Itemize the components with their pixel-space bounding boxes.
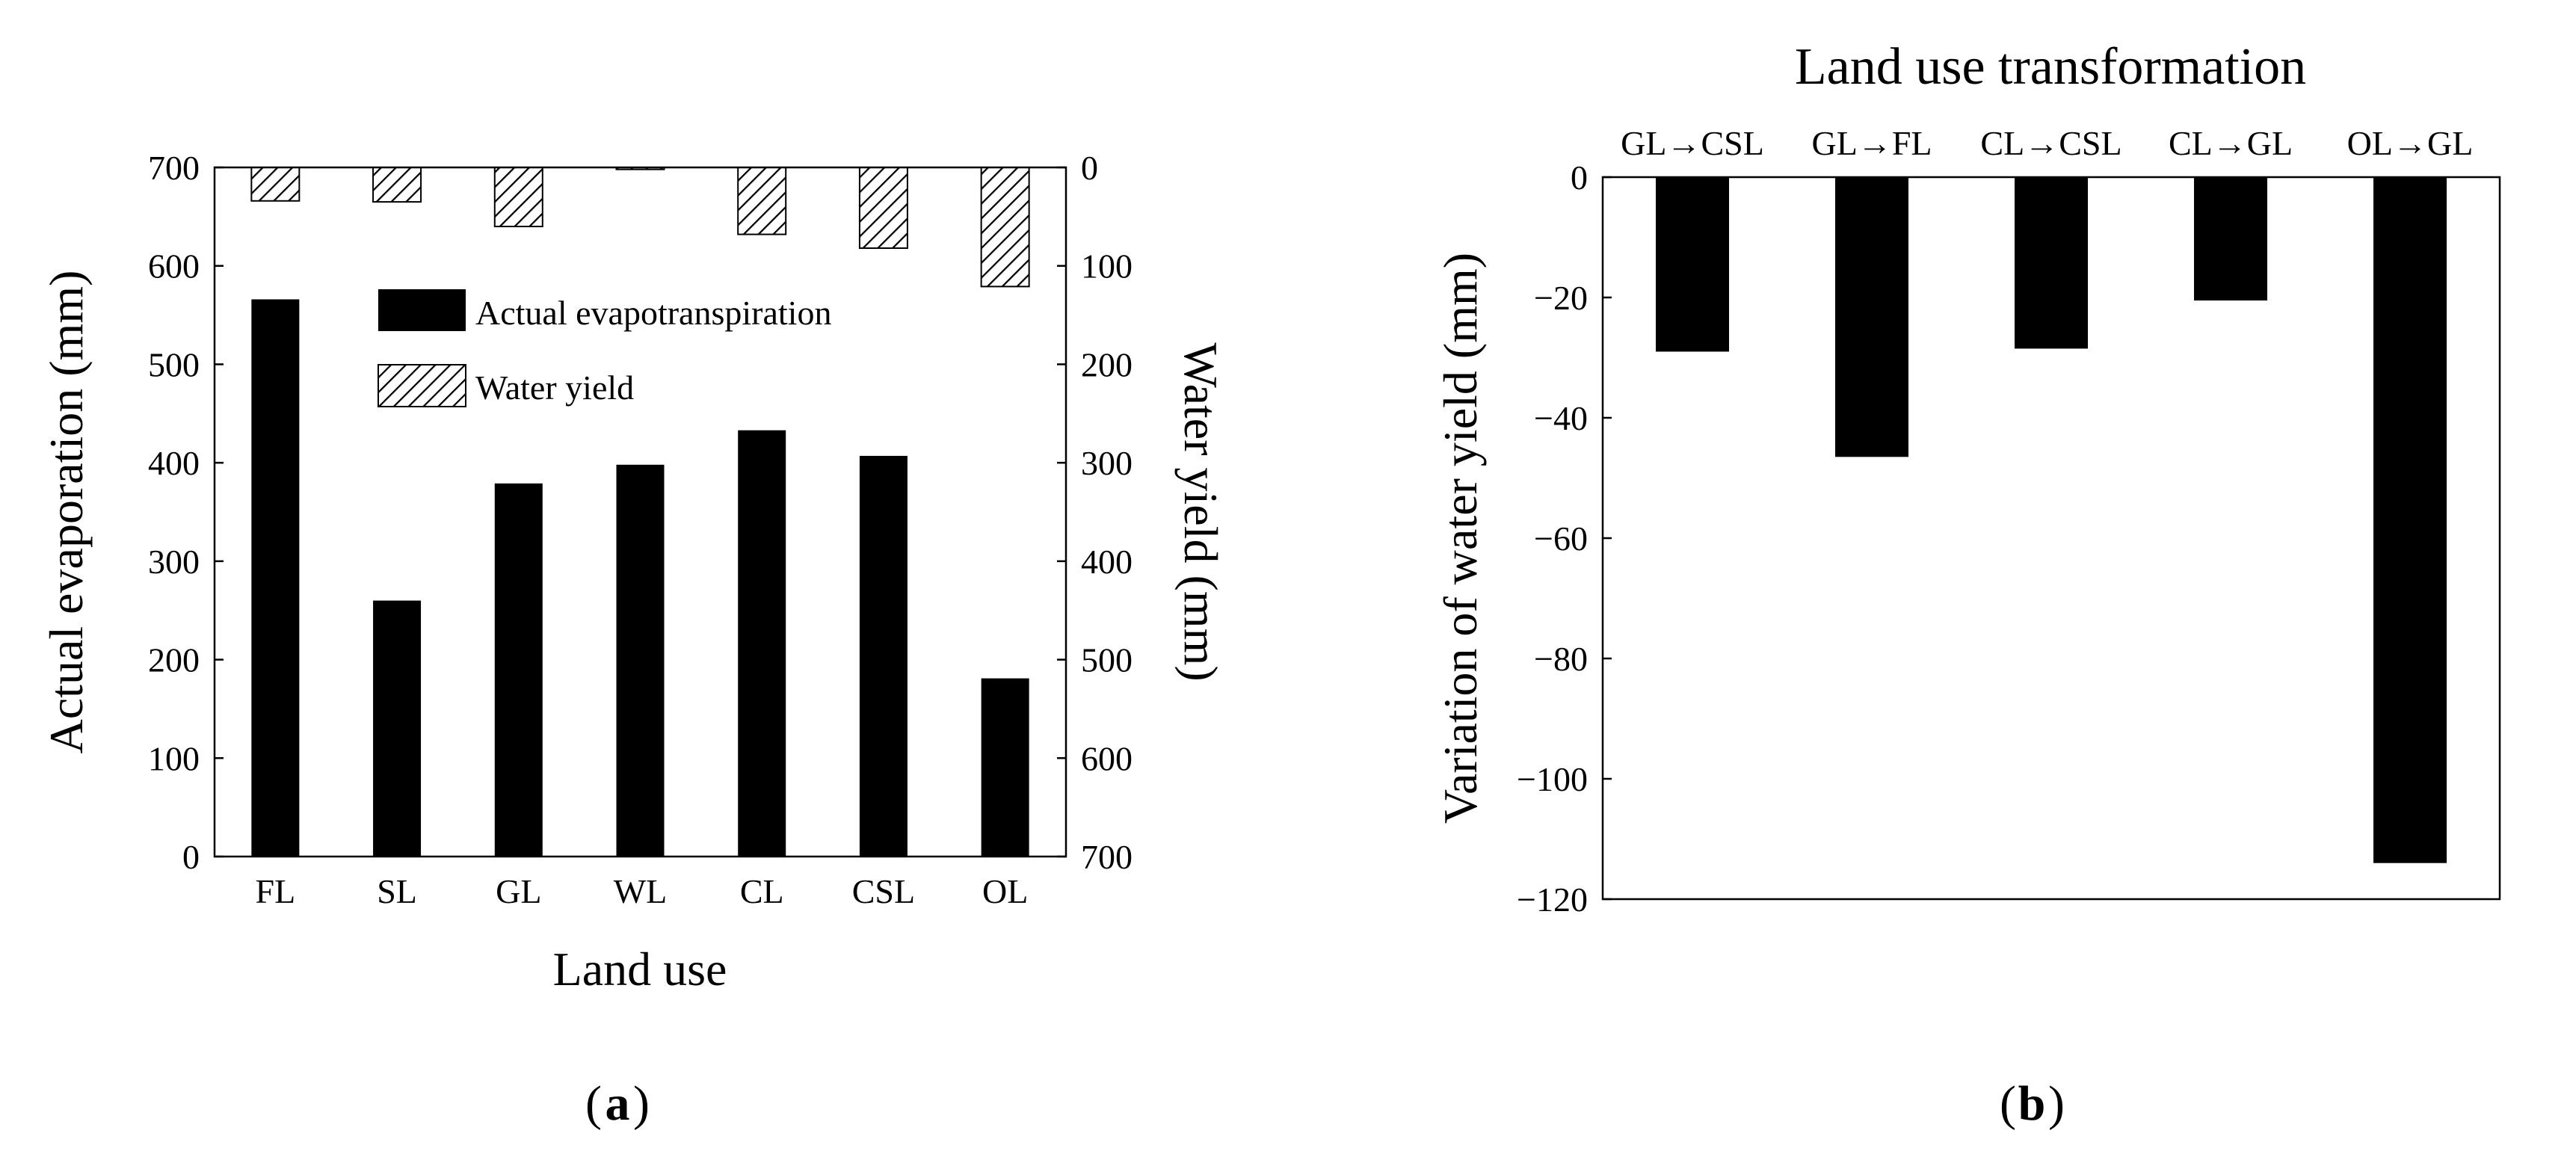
y-tick-label: −40 [1534, 399, 1588, 437]
bar-et-ol [981, 678, 1029, 857]
panel-b-caption-close: ) [2048, 1076, 2065, 1131]
y-right-tick-label: 0 [1081, 149, 1098, 187]
y-right-tick-label: 400 [1081, 543, 1133, 581]
panel-a-caption-close: ) [633, 1076, 650, 1131]
panel-a-bars-et [251, 299, 1029, 857]
bar-wy-ol [980, 167, 1030, 288]
bar-et-gl [494, 483, 543, 857]
y-left-tick-label: 500 [148, 345, 200, 383]
panel-a-x-ticks: FL SL GL WL CL CSL OL [256, 848, 1028, 910]
panel-b: Land use transformation 0 −20 −40 −60 −80 −10… [1434, 38, 2501, 1131]
panel-a-ylabel-left: Actual evaporation (mm) [40, 271, 93, 754]
x-tick-label: GL→CSL [1621, 124, 1764, 162]
x-tick-label: SL [377, 872, 417, 910]
legend-label-wy: Water yield [475, 368, 634, 407]
panel-b-x-ticks: GL→CSL GL→FL CL→CSL CL→GL OL→GL [1621, 124, 2473, 162]
panel-b-caption-letter: b [2018, 1076, 2046, 1131]
bar-wy-cl [737, 167, 787, 235]
y-right-tick-label: 200 [1081, 345, 1133, 383]
y-tick-label: −60 [1534, 519, 1588, 558]
bar-cl-to-csl [2015, 177, 2088, 349]
legend-label-et: Actual evapotranspiration [475, 294, 831, 332]
y-left-tick-label: 700 [148, 149, 200, 187]
panel-a-xlabel: Land use [553, 942, 727, 996]
bar-cl-to-gl [2194, 177, 2267, 301]
panel-a-legend: Actual evapotranspiration Water yield [378, 289, 831, 407]
y-left-tick-label: 300 [148, 543, 200, 581]
panel-b-title: Land use transformation [1795, 38, 2306, 96]
y-tick-label: −20 [1534, 279, 1588, 317]
panel-a-left-ticks: 0 100 200 300 400 500 600 700 [148, 149, 224, 876]
legend-swatch-et [378, 289, 466, 331]
legend-swatch-wy [378, 364, 466, 407]
x-tick-label: WL [614, 872, 668, 910]
panel-b-caption: ( b ) [2000, 1076, 2065, 1131]
panel-b-caption-open: ( [2000, 1076, 2016, 1131]
panel-a-ylabel-right: Water yield (mm) [1174, 342, 1227, 681]
bar-wy-csl [858, 167, 908, 250]
y-tick-label: −80 [1534, 640, 1588, 678]
y-right-tick-label: 700 [1081, 838, 1133, 876]
y-right-tick-label: 100 [1081, 247, 1133, 286]
bar-wy-sl [372, 167, 422, 203]
panel-a-caption-open: ( [585, 1076, 602, 1131]
panel-a: 0 100 200 300 400 500 600 700 0 100 200 300 400 500 6… [40, 149, 1227, 1131]
bar-wy-fl [250, 167, 301, 202]
panel-b-bars [1656, 177, 2447, 863]
bar-gl-to-fl [1835, 177, 1908, 457]
y-right-tick-label: 600 [1081, 739, 1133, 777]
y-left-tick-label: 200 [148, 641, 200, 679]
bar-gl-to-csl [1656, 177, 1729, 352]
x-tick-label: GL→FL [1812, 124, 1932, 162]
bar-et-sl [373, 600, 422, 857]
panel-b-y-ticks: 0 −20 −40 −60 −80 −100 −120 [1517, 158, 1612, 919]
bar-wy-gl [493, 167, 543, 228]
x-tick-label: CSL [852, 872, 915, 910]
x-tick-label: CL→CSL [1980, 124, 2121, 162]
y-tick-label: −120 [1517, 880, 1588, 919]
y-left-tick-label: 600 [148, 247, 200, 286]
panel-a-bars-wy [250, 167, 1030, 288]
x-tick-label: FL [256, 872, 296, 910]
bar-et-wl [616, 464, 665, 857]
y-left-tick-label: 400 [148, 444, 200, 482]
y-left-tick-label: 0 [182, 838, 200, 876]
panel-a-caption-letter: a [606, 1076, 630, 1131]
x-tick-label: CL [740, 872, 784, 910]
panel-b-ylabel: Variation of water yield (mm) [1434, 253, 1487, 824]
bar-ol-to-gl [2373, 177, 2447, 863]
x-tick-label: OL→GL [2347, 124, 2474, 162]
x-tick-label: OL [982, 872, 1028, 910]
y-right-tick-label: 300 [1081, 444, 1133, 482]
y-tick-label: 0 [1571, 158, 1588, 197]
bar-et-csl [859, 455, 908, 857]
x-tick-label: CL→GL [2169, 124, 2293, 162]
panel-a-caption: ( a ) [585, 1076, 650, 1131]
y-right-tick-label: 500 [1081, 641, 1133, 679]
y-tick-label: −100 [1517, 760, 1588, 798]
y-left-tick-label: 100 [148, 739, 200, 777]
bar-et-cl [738, 430, 786, 857]
x-tick-label: GL [496, 872, 541, 910]
bar-et-fl [251, 299, 300, 857]
panel-a-right-ticks: 0 100 200 300 400 500 600 700 [1057, 149, 1133, 876]
